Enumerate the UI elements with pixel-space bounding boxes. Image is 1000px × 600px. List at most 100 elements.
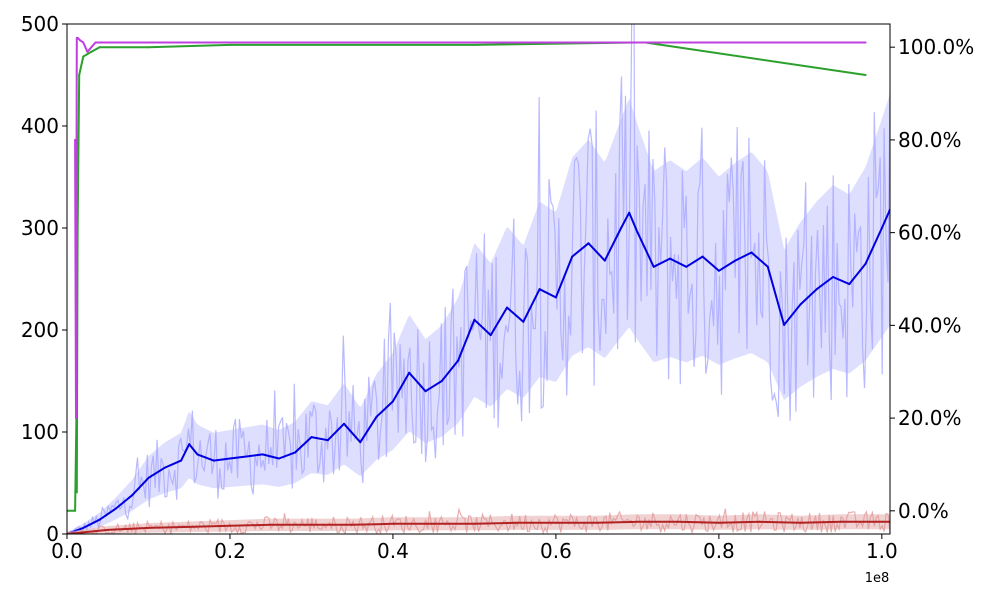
series-1-point — [522, 320, 525, 323]
series-3-point — [78, 74, 81, 76]
series-2-point — [514, 521, 517, 524]
series-1-point — [636, 231, 639, 234]
series-1-point — [391, 400, 394, 403]
y2-tick-label: 40.0% — [898, 313, 962, 337]
series-1-point — [652, 265, 655, 268]
series-1-point — [82, 526, 85, 529]
series-1-point — [571, 255, 574, 258]
series-1-point — [343, 422, 345, 425]
series-1-point — [261, 453, 264, 456]
series-2-point — [310, 523, 313, 526]
series-1-point — [848, 283, 851, 286]
y-tick-label: 400 — [21, 114, 59, 138]
series-1-point — [815, 288, 818, 291]
series-3-point — [98, 46, 101, 49]
series-1-point — [685, 265, 688, 268]
series-2-point — [636, 520, 639, 523]
series-1-point — [440, 380, 443, 382]
series-1-point — [864, 262, 867, 265]
x-tick-label: 0.8 — [703, 539, 735, 563]
series-1-point — [310, 436, 313, 439]
series-1-point — [114, 507, 117, 510]
series-1-point — [799, 303, 802, 306]
axis-layer: 0.0 0.2 0.4 0.6 0.8 1.0 0 100 200 300 400 500 0.0% 20… — [21, 12, 974, 563]
series-2-point — [840, 520, 843, 523]
series-2-point — [391, 522, 394, 525]
series-4-point — [473, 41, 476, 44]
series-2-point — [717, 521, 720, 524]
y-tick-label: 100 — [21, 420, 59, 444]
series-1-point — [832, 276, 834, 278]
y2-tick-label: 100.0% — [898, 35, 974, 59]
series-1-line — [67, 209, 890, 534]
series-1-point — [277, 457, 280, 460]
series-1-point — [783, 323, 786, 326]
series-2-point — [473, 522, 476, 525]
series-4-point — [75, 417, 77, 420]
series-1-point — [163, 466, 166, 469]
series-1-point — [98, 518, 101, 521]
series-1-point — [538, 288, 541, 291]
x-tick-label: 0.2 — [214, 539, 246, 563]
series-1-point — [212, 459, 215, 462]
series-4-point — [86, 50, 89, 53]
series-1-point — [620, 227, 623, 229]
series-4-point — [82, 41, 85, 44]
series-1-point — [717, 269, 720, 272]
series-1-point — [669, 257, 671, 260]
series-3-point — [147, 46, 150, 49]
series-1-point — [587, 242, 590, 245]
y2-tick-label: 20.0% — [898, 406, 962, 430]
x-tick-label: 0.6 — [540, 539, 572, 563]
series-4-point — [79, 39, 81, 42]
series-4-point — [76, 36, 79, 39]
y-tick-label: 200 — [21, 318, 59, 342]
series-1-point — [603, 259, 606, 262]
series-3-point — [75, 491, 78, 494]
series-4-point — [94, 41, 97, 44]
x-offset-label: 1e8 — [865, 571, 890, 586]
y-tick-label: 500 — [21, 12, 59, 36]
series-2-group — [67, 507, 890, 534]
series-2-point — [595, 521, 598, 524]
series-1-point — [188, 443, 191, 446]
series-4-point — [74, 138, 77, 141]
y2-tick-label: 80.0% — [898, 128, 962, 152]
series-1-point — [245, 455, 248, 458]
series-2-point — [229, 524, 231, 527]
series-1-point — [750, 251, 753, 254]
x-tick-label: 0.0 — [51, 539, 83, 563]
series-3-point — [90, 50, 93, 53]
series-1-point — [196, 453, 199, 456]
x-tick-label: 0.4 — [377, 539, 409, 563]
series-3-point — [82, 55, 85, 58]
series-2-point — [799, 521, 802, 524]
series-2-point — [432, 522, 435, 525]
series-1-point — [506, 306, 508, 309]
series-2-line — [67, 520, 890, 534]
series-1-point — [457, 359, 460, 362]
series-1-point — [359, 441, 362, 444]
series-1-point — [766, 265, 769, 268]
series-1-point — [880, 227, 883, 229]
series-4-point — [90, 46, 93, 49]
series-1-point — [229, 457, 231, 460]
series-3-point — [74, 509, 77, 512]
y2-tick-label: 60.0% — [898, 221, 962, 245]
series-1-point — [424, 390, 427, 393]
series-2-point — [188, 525, 191, 528]
series-2-point — [758, 520, 761, 523]
series-1-point — [375, 415, 378, 418]
series-2-point — [554, 521, 557, 524]
series-1-point — [147, 476, 150, 479]
series-2-point — [880, 520, 883, 523]
series-1-point — [294, 451, 297, 454]
series-2-point — [677, 520, 680, 523]
series-1-point — [408, 371, 411, 374]
series-3-point — [864, 74, 867, 76]
series-1-point — [701, 255, 704, 258]
data-layer — [67, 24, 890, 534]
series-2-point — [106, 528, 109, 531]
